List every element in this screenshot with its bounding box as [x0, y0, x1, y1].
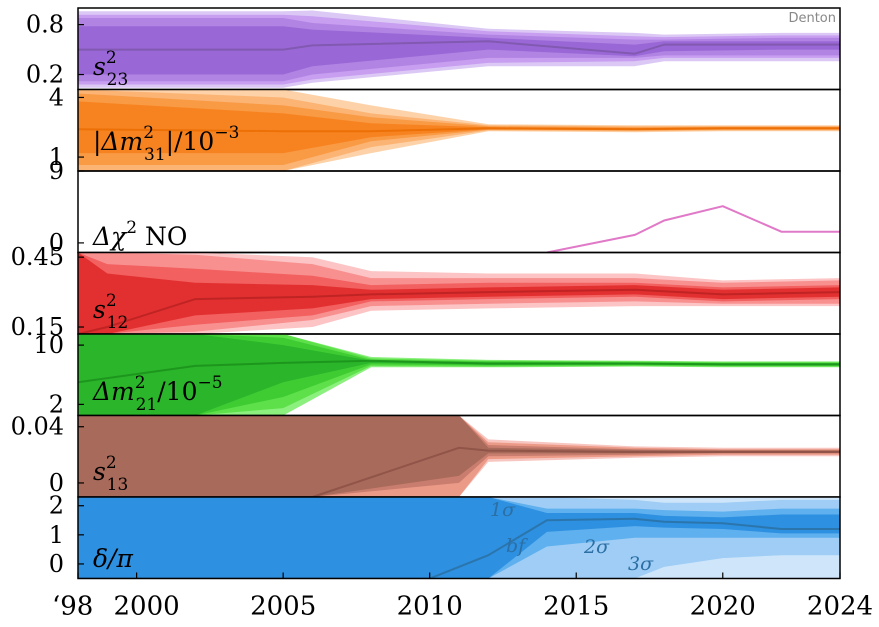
s13-band-4: [78, 415, 840, 497]
chi2-label-sup: 2: [126, 218, 137, 238]
delta-annotation-0: 1σ: [490, 499, 516, 521]
dm31-ytick-label: 1: [49, 143, 64, 171]
s12-label-sub: 12: [107, 313, 129, 333]
chi2-label-main: Δχ: [92, 222, 128, 251]
x-tick-label: 2000: [114, 592, 180, 622]
panel-s23: 0.8 0.2 s2 23: [26, 7, 841, 91]
credit-label: Denton: [788, 11, 836, 26]
dm31-label-main: |Δm: [93, 127, 143, 157]
panel-s12: 0.45 0.15 s2 12: [11, 243, 841, 341]
delta-axis-label: δ/π: [93, 544, 133, 573]
dm21-label-main: Δm: [92, 377, 135, 406]
delta-band-4: [78, 497, 840, 579]
s23-ytick-label: 0.8: [26, 11, 64, 39]
s23-band-4: [78, 26, 840, 75]
dm21-label-tail: /10: [157, 377, 197, 406]
x-tick-label: 2024: [807, 592, 873, 622]
delta-ytick-label: 1: [49, 521, 64, 549]
dm31-axis-label: |Δm2 31|/10−3: [93, 123, 239, 165]
x-tick-label: 2010: [397, 592, 463, 622]
panel-dm31: 4 1 |Δm2 31|/10−3: [49, 83, 841, 172]
dm31-ytick-label: 4: [49, 83, 64, 111]
x-tick-label: ‘98: [52, 592, 93, 622]
chi2-label-tail: NO: [137, 222, 187, 251]
dm21-ytick-label: 10: [33, 331, 64, 359]
s12-label-main: s: [93, 295, 106, 324]
dm21-best-fit-line: [78, 359, 840, 384]
dm21-axis-label: Δm2 21/10−5: [92, 373, 223, 415]
chi2-ytick-label: 9: [49, 157, 64, 185]
panel-delta: 210 δ/π 1σ bf 2σ 3σ: [49, 492, 841, 580]
x-tick-label: 2015: [543, 592, 609, 622]
s23-label-sub: 23: [107, 70, 129, 90]
dm31-label-tail-sup: −3: [214, 123, 239, 143]
dm21-ytick-label: 2: [49, 390, 64, 418]
s12-best-fit-line: [78, 288, 840, 334]
x-tick-label: 2005: [250, 592, 316, 622]
delta-annotation-2: 2σ: [583, 536, 610, 558]
chi2-ytick-label: 0: [49, 229, 64, 257]
s23-label-sup: 2: [106, 48, 117, 68]
delta-ytick-label: 2: [49, 492, 64, 520]
s13-axis-label: s2 13: [93, 453, 128, 495]
delta-best-fit-line: [78, 517, 840, 579]
s13-label-main: s: [93, 457, 106, 486]
s12-axis-label: s2 12: [93, 291, 128, 333]
panel-s13: 0.04 0 s2 13: [11, 413, 841, 498]
chi2-line: [546, 205, 840, 253]
dm21-band-4: [78, 334, 840, 416]
dm21-label-sub: 21: [136, 395, 158, 415]
dm31-best-fit-line: [78, 127, 840, 133]
dm31-label-sup: 2: [143, 123, 154, 143]
x-tick-label: 2020: [690, 592, 756, 622]
s12-label-sup: 2: [106, 291, 117, 311]
delta-frame: [77, 496, 841, 580]
panel-chi2: 9 0 Δχ2 NO: [49, 157, 841, 257]
s23-best-fit-line: [78, 40, 840, 55]
s13-ytick-label: 0.04: [11, 413, 64, 441]
chi2-axis-label: Δχ2 NO: [92, 218, 187, 251]
s13-label-sup: 2: [106, 453, 117, 473]
s12-ytick-label: 0.15: [11, 313, 64, 341]
dm21-label-sup: 2: [135, 373, 146, 393]
panel-dm21: 102 Δm2 21/10−5: [33, 331, 841, 418]
s13-best-fit-line: [78, 446, 840, 497]
delta-annotation-1: bf: [506, 535, 528, 557]
chi2-frame: [77, 170, 841, 254]
delta-annotation-3: 3σ: [628, 553, 654, 575]
dm31-label-tail: |/10: [166, 127, 215, 157]
delta-label-main: δ/π: [93, 544, 133, 573]
x-axis: ‘98 2000 2005 2010 2015 2020 2024: [52, 572, 873, 622]
dm31-label-sub: 31: [144, 145, 166, 165]
dm21-label-tail-sup: −5: [197, 373, 222, 393]
s12-ytick-label: 0.45: [11, 243, 64, 271]
delta-ytick-label: 0: [49, 550, 64, 578]
s23-ytick-label: 0.2: [26, 61, 64, 89]
s13-label-sub: 13: [107, 475, 129, 495]
s13-ytick-label: 0: [49, 469, 64, 497]
s23-label-main: s: [93, 52, 106, 81]
s23-axis-label: s2 23: [93, 48, 128, 90]
dm31-band-4: [78, 101, 840, 154]
